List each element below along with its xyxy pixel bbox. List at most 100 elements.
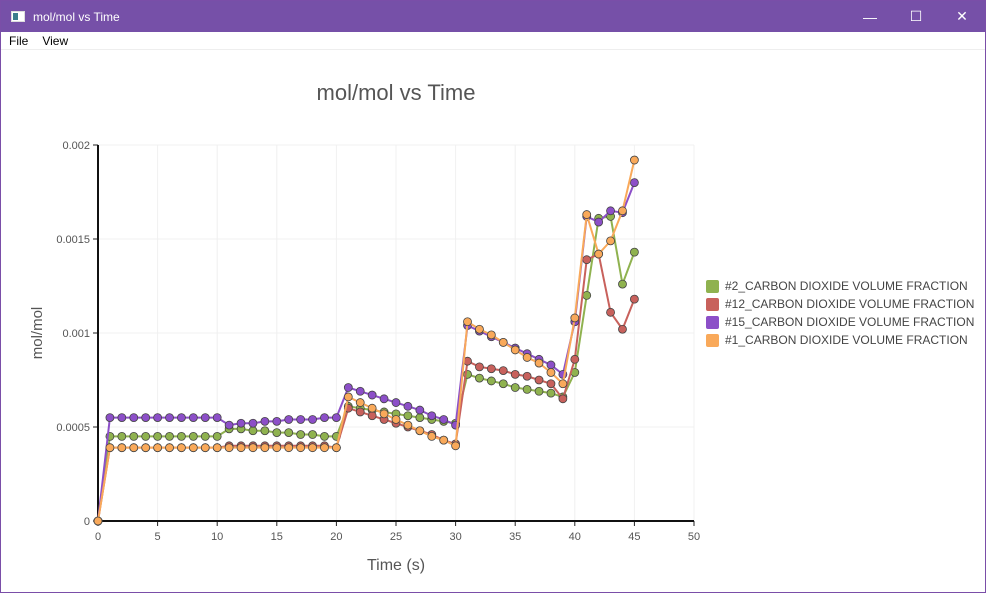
data-point — [296, 415, 306, 424]
data-point — [236, 443, 246, 453]
data-point — [510, 383, 520, 392]
legend: #2_CARBON DIOXIDE VOLUME FRACTION #12_CAR… — [706, 277, 974, 349]
data-point — [188, 443, 198, 453]
data-point — [534, 386, 544, 396]
data-point — [177, 431, 186, 441]
data-point — [415, 426, 425, 436]
data-point — [129, 443, 139, 453]
data-point — [296, 430, 306, 439]
data-point — [582, 255, 592, 265]
data-point — [141, 413, 151, 423]
data-point — [200, 431, 210, 441]
y-tick-label: 0.0015 — [56, 234, 90, 246]
x-tick-label: 30 — [449, 531, 461, 543]
x-tick-label: 25 — [390, 531, 402, 543]
data-point — [439, 435, 449, 445]
data-point — [630, 294, 639, 304]
window-title: mol/mol vs Time — [33, 9, 120, 24]
data-point — [486, 364, 496, 374]
x-tick-label: 35 — [509, 531, 521, 543]
x-tick-label: 50 — [688, 531, 700, 543]
x-tick-label: 5 — [155, 531, 161, 543]
data-point — [618, 279, 627, 289]
data-point — [355, 407, 365, 417]
data-point — [379, 409, 389, 419]
data-point — [439, 415, 449, 424]
title-bar: mol/mol vs Time — ☐ ✕ — [1, 1, 985, 32]
legend-label: #15_CARBON DIOXIDE VOLUME FRACTION — [725, 315, 975, 329]
data-point — [308, 415, 317, 424]
data-point — [200, 413, 210, 423]
legend-label: #12_CARBON DIOXIDE VOLUME FRACTION — [725, 297, 975, 311]
data-point — [260, 443, 270, 453]
x-tick-label: 15 — [271, 531, 283, 543]
data-point — [510, 345, 520, 355]
data-point — [498, 366, 508, 376]
data-point — [415, 405, 425, 415]
x-tick-label: 10 — [211, 531, 223, 543]
app-icon — [11, 11, 25, 22]
data-point — [606, 236, 615, 246]
data-point — [272, 416, 282, 426]
data-point — [153, 431, 163, 441]
data-point — [248, 418, 258, 428]
data-point — [606, 206, 615, 216]
data-point — [260, 426, 270, 436]
data-point — [165, 413, 174, 423]
legend-swatch — [706, 279, 719, 293]
data-point — [534, 375, 544, 385]
data-point — [236, 418, 246, 428]
data-point — [224, 443, 234, 453]
data-point — [153, 443, 163, 453]
data-point — [486, 330, 496, 340]
data-point — [403, 411, 413, 421]
series-line — [97, 159, 636, 522]
data-point — [177, 413, 186, 423]
data-point — [117, 443, 127, 453]
data-point — [570, 313, 580, 323]
legend-item[interactable]: #12_CARBON DIOXIDE VOLUME FRACTION — [706, 295, 974, 313]
data-point — [260, 416, 270, 426]
data-point — [308, 430, 317, 439]
data-point — [403, 420, 413, 430]
data-point — [558, 394, 568, 404]
data-point — [618, 324, 627, 334]
data-point — [331, 413, 341, 423]
close-button[interactable]: ✕ — [956, 8, 968, 24]
legend-item[interactable]: #1_CARBON DIOXIDE VOLUME FRACTION — [706, 331, 974, 349]
data-point — [320, 413, 329, 423]
legend-item[interactable]: #15_CARBON DIOXIDE VOLUME FRACTION — [706, 313, 974, 331]
data-point — [153, 413, 163, 423]
maximize-button[interactable]: ☐ — [909, 8, 923, 24]
data-point — [308, 443, 317, 453]
data-point — [331, 443, 341, 453]
x-tick-label: 0 — [95, 531, 101, 543]
data-point — [427, 431, 437, 441]
data-point — [546, 388, 556, 398]
data-point — [224, 420, 234, 430]
menu-view[interactable]: View — [42, 33, 69, 48]
minimize-button[interactable]: — — [863, 8, 877, 25]
data-point — [129, 413, 139, 423]
data-point — [367, 403, 377, 413]
data-point — [379, 394, 389, 404]
x-tick-label: 40 — [569, 531, 581, 543]
data-point — [284, 443, 294, 453]
data-point — [200, 443, 210, 453]
data-point — [129, 431, 139, 441]
data-point — [212, 431, 222, 441]
data-point — [475, 362, 484, 372]
y-axis-label: mol/mol — [29, 307, 46, 360]
data-point — [165, 443, 174, 453]
data-point — [320, 443, 329, 453]
data-point — [594, 249, 604, 259]
data-point — [415, 413, 425, 423]
legend-item[interactable]: #2_CARBON DIOXIDE VOLUME FRACTION — [706, 277, 974, 295]
data-point — [93, 516, 103, 526]
menu-file[interactable]: File — [9, 33, 29, 48]
data-point — [606, 307, 615, 317]
data-point — [630, 247, 639, 257]
data-point — [188, 431, 198, 441]
data-point — [558, 379, 568, 389]
